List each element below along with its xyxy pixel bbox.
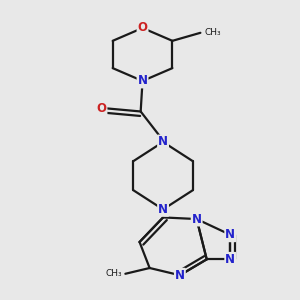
Text: N: N bbox=[192, 212, 202, 226]
Text: N: N bbox=[158, 203, 168, 216]
Text: CH₃: CH₃ bbox=[105, 269, 122, 278]
Text: N: N bbox=[175, 269, 185, 282]
Text: N: N bbox=[137, 74, 148, 88]
Text: O: O bbox=[137, 22, 148, 34]
Text: N: N bbox=[225, 253, 235, 266]
Text: O: O bbox=[97, 102, 106, 115]
Text: CH₃: CH₃ bbox=[204, 28, 221, 37]
Text: N: N bbox=[225, 228, 235, 241]
Text: N: N bbox=[158, 136, 168, 148]
